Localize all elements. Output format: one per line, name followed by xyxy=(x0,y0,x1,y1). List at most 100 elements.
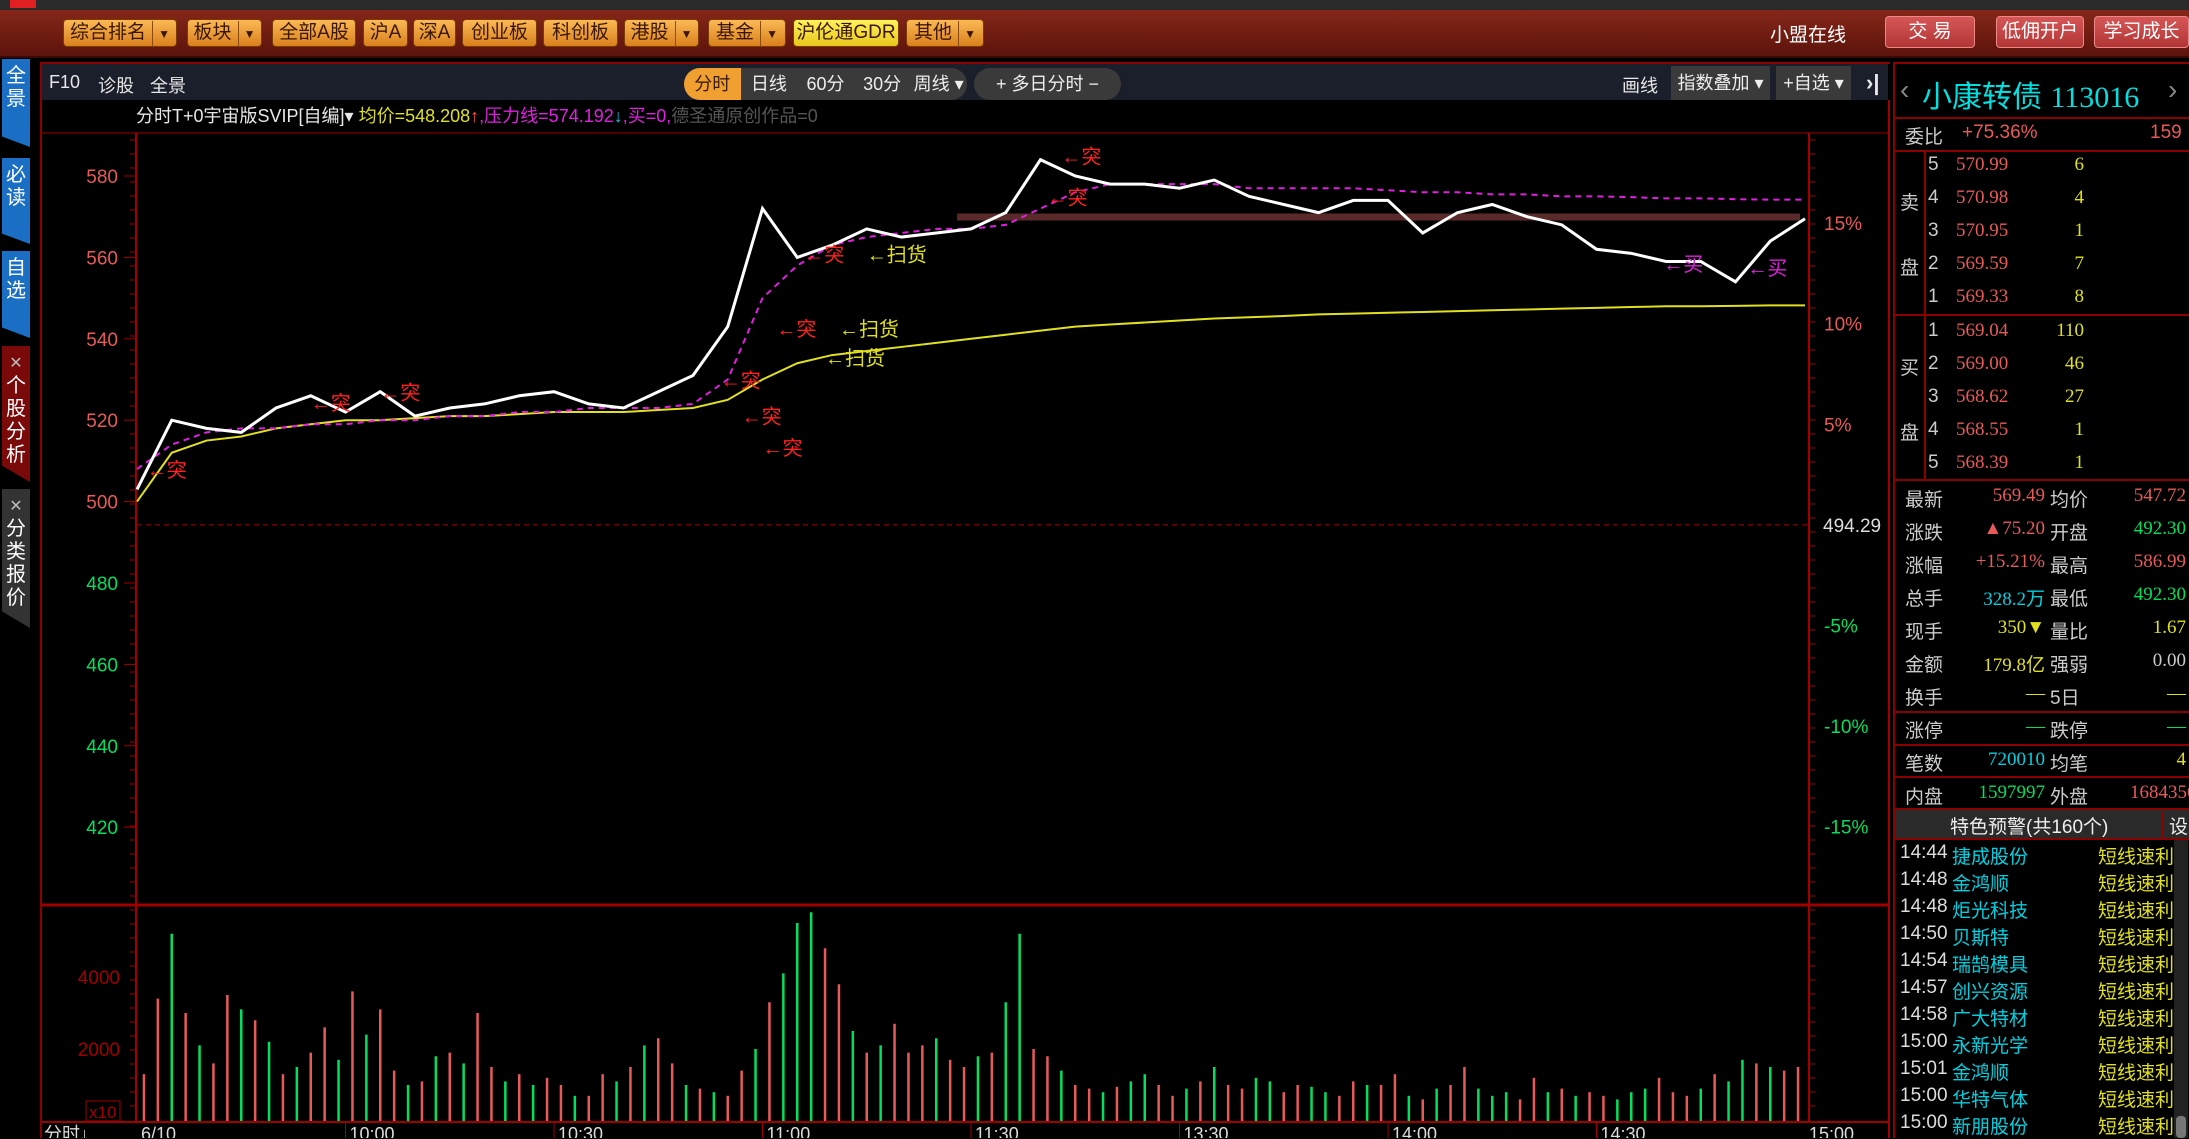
book-price: 568.55 xyxy=(1956,419,2009,440)
alert-row[interactable]: 14:57 创兴资源 短线速利 xyxy=(1900,977,2174,1003)
close-icon[interactable]: ✕ xyxy=(9,498,23,515)
overview-button[interactable]: 全景 xyxy=(150,76,186,96)
alert-time: 14:50 xyxy=(1900,923,1948,944)
index-overlay-dropdown[interactable]: 指数叠加 ▾ xyxy=(1671,66,1770,100)
book-price: 570.95 xyxy=(1956,220,2009,241)
nav-button-2[interactable]: 全部A股 xyxy=(272,19,356,47)
pct-tick-label: 10% xyxy=(1824,315,1862,336)
add-watchlist-dropdown[interactable]: +自选 ▾ xyxy=(1776,66,1851,100)
tab-period-1[interactable]: 日线 xyxy=(750,74,787,94)
stat-value: 492.30 xyxy=(2133,518,2186,539)
alert-row[interactable]: 14:50 贝斯特 短线速利 xyxy=(1900,923,2174,949)
stat-value: +15.21% xyxy=(1975,551,2045,572)
time-label: 14:30 xyxy=(1601,1124,1646,1138)
buy-book-label: 买 xyxy=(1900,358,1920,379)
nav-button-label: 深A xyxy=(418,22,451,43)
up-arrow-icon: ↑ xyxy=(470,106,480,126)
price-line xyxy=(135,157,1806,491)
alerts-scrollbar[interactable] xyxy=(2174,840,2188,1138)
book-level: 5 xyxy=(1928,452,1939,473)
alert-row[interactable]: 14:54 瑞鹄模具 短线速利 xyxy=(1900,950,2174,976)
time-label: 11:00 xyxy=(767,1124,811,1138)
prev-stock-icon[interactable]: ‹ xyxy=(1900,74,1910,105)
side-tab-0[interactable]: 全景 xyxy=(2,59,30,147)
nav-button-5[interactable]: 创业板 xyxy=(462,19,537,47)
side-tab-4[interactable]: ✕ 分类报价 xyxy=(2,489,30,628)
book-level: 4 xyxy=(1928,419,1939,440)
stat-value: 1.67 xyxy=(2152,617,2186,638)
nav-button-9[interactable]: 沪伦通GDR xyxy=(793,19,899,47)
divider xyxy=(1895,808,2189,810)
tab-period-3[interactable]: 30分 xyxy=(863,74,902,94)
book-level: 1 xyxy=(1928,286,1939,307)
nav-button-7[interactable]: 港股 ▼ xyxy=(624,19,699,47)
f10-button[interactable]: F10 xyxy=(49,72,81,92)
tab-period-0[interactable]: 分时 xyxy=(684,68,741,100)
indicator-selector[interactable]: 分时T+0宇宙版SVIP[自编]▾ xyxy=(136,106,354,126)
alert-row[interactable]: 14:48 金鸿顺 短线速利 xyxy=(1900,869,2174,895)
draw-line-button[interactable]: 画线 xyxy=(1622,76,1658,96)
nav-button-label: 基金 xyxy=(716,22,755,43)
side-tab-3[interactable]: ✕ 个股分析 xyxy=(2,346,30,482)
collapse-panel-icon[interactable]: ›| xyxy=(1866,70,1880,95)
divider xyxy=(1895,314,2189,316)
alert-row[interactable]: 14:58 广大特材 短线速利 xyxy=(1900,1004,2174,1030)
divider xyxy=(1895,479,2189,481)
trade-button[interactable]: 交 易 xyxy=(1885,16,1975,48)
side-tab-1[interactable]: 必读 xyxy=(2,158,30,244)
alert-row[interactable]: 14:44 捷成股份 短线速利 xyxy=(1900,842,2174,868)
alert-type: 短线速利 xyxy=(2098,928,2175,949)
alert-time: 14:48 xyxy=(1900,869,1948,890)
signal-annotation: ←突 xyxy=(721,370,761,393)
tab-period-2[interactable]: 60分 xyxy=(806,74,845,94)
alert-row[interactable]: 15:01 金鸿顺 短线速利 xyxy=(1900,1058,2174,1084)
nav-button-0[interactable]: 综合排名 ▼ xyxy=(63,19,177,47)
side-tab-2[interactable]: 自选 xyxy=(2,251,30,338)
time-label: 13:30 xyxy=(1184,1124,1229,1138)
multi-day-intraday-button[interactable]: + 多日分时 − xyxy=(974,68,1121,100)
nav-button-label: 沪A xyxy=(369,22,402,43)
alert-time: 15:00 xyxy=(1900,1085,1948,1106)
book-level: 3 xyxy=(1928,386,1939,407)
nav-button-10[interactable]: 其他 ▼ xyxy=(906,19,984,47)
book-level: 3 xyxy=(1928,220,1939,241)
alert-row[interactable]: 14:48 炬光科技 短线速利 xyxy=(1900,896,2174,922)
period-selector: 分时 日线 60分 30分 周线 ▾ xyxy=(684,68,967,100)
diagnose-button[interactable]: 诊股 xyxy=(98,76,134,96)
nav-button-8[interactable]: 基金 ▼ xyxy=(708,19,786,47)
alert-type: 短线速利 xyxy=(2098,1063,2175,1084)
next-stock-icon[interactable]: › xyxy=(2168,74,2178,105)
alert-row[interactable]: 15:00 新朋股份 短线速利 xyxy=(1900,1112,2174,1138)
close-icon[interactable]: ✕ xyxy=(9,355,23,372)
stat-value: 1597997 xyxy=(1978,782,2046,803)
nav-button-4[interactable]: 深A xyxy=(413,19,456,47)
book-volume: 6 xyxy=(2074,154,2085,175)
book-price: 569.00 xyxy=(1956,353,2009,374)
alert-stock: 永新光学 xyxy=(1952,1036,2029,1057)
stat-value: — xyxy=(2026,683,2045,704)
divider xyxy=(1895,776,2189,778)
alert-time: 14:44 xyxy=(1900,842,1948,863)
alert-type: 短线速利 xyxy=(2098,874,2175,895)
scrollbar-thumb[interactable] xyxy=(2176,1116,2186,1138)
stat-value: 492.30 xyxy=(2133,584,2186,605)
alert-stock: 炬光科技 xyxy=(1952,901,2029,922)
order-ratio-value: +75.36% xyxy=(1962,122,2038,143)
nav-button-3[interactable]: 沪A xyxy=(363,19,408,47)
signal-annotation: ←突 xyxy=(1047,186,1087,209)
nav-button-1[interactable]: 板块 ▼ xyxy=(187,19,262,47)
alert-row[interactable]: 15:00 华特气体 短线速利 xyxy=(1900,1085,2174,1111)
nav-button-6[interactable]: 科创板 xyxy=(543,19,618,47)
book-volume: 8 xyxy=(2074,286,2085,307)
tab-period-4[interactable]: 周线 ▾ xyxy=(913,74,964,94)
pressure-line xyxy=(136,183,1805,470)
book-price: 568.62 xyxy=(1956,386,2009,407)
book-volume: 1 xyxy=(2074,452,2085,473)
nav-button-label: 科创板 xyxy=(551,22,609,43)
open-account-button[interactable]: 低佣开户 xyxy=(1996,16,2084,48)
divider xyxy=(1895,838,2189,840)
alert-row[interactable]: 15:00 永新光学 短线速利 xyxy=(1900,1031,2174,1057)
alerts-settings-button[interactable]: 设 xyxy=(2162,812,2188,839)
learn-button[interactable]: 学习成长 xyxy=(2094,16,2189,48)
